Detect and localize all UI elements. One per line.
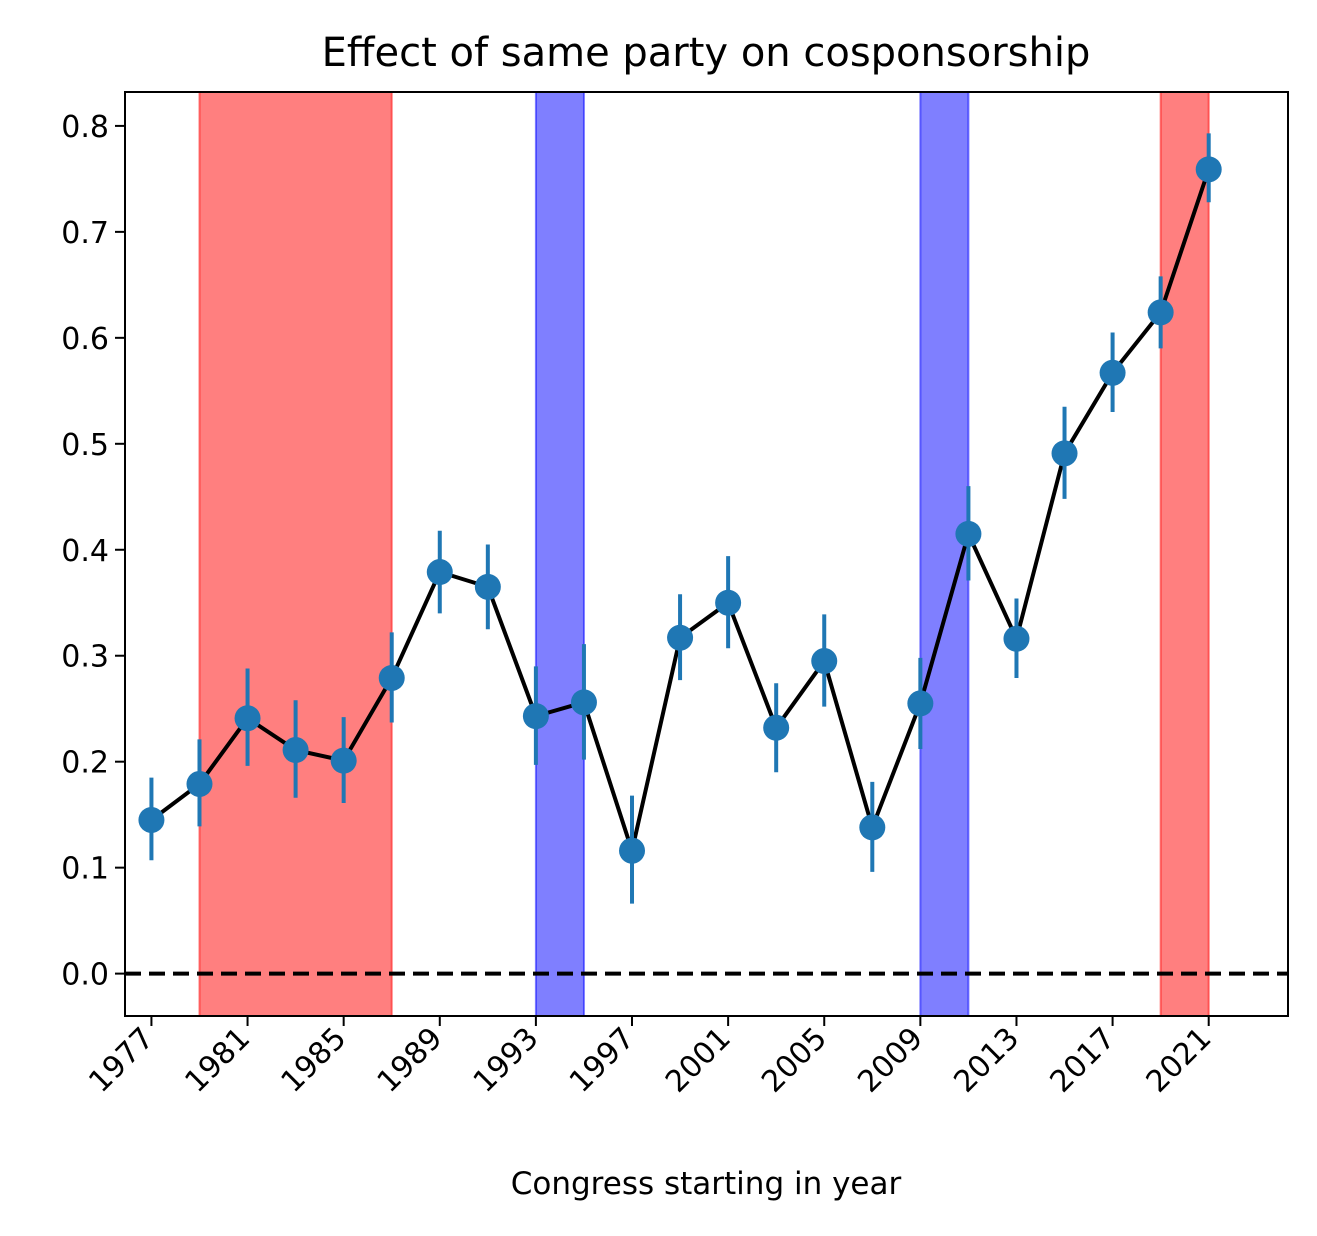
y-tick-label-0.1: 0.1: [61, 852, 109, 887]
shaded-bands: [198, 91, 1210, 1017]
data-series: [138, 133, 1222, 904]
x-tick-label-2001: 2001: [659, 1021, 738, 1100]
data-point-1999: [667, 624, 694, 651]
x-tick-label-2021: 2021: [1140, 1021, 1219, 1100]
y-axis: 0.0 0.1 0.2 0.3 0.4 0.5 0.6 0.7 0.8: [61, 110, 125, 993]
data-point-1979: [186, 770, 213, 797]
x-tick-label-2005: 2005: [755, 1021, 834, 1100]
data-point-2021: [1195, 156, 1222, 183]
data-point-1991: [474, 573, 501, 600]
data-point-2001: [715, 589, 742, 616]
data-point-2009: [907, 690, 934, 717]
data-point-1981: [234, 705, 261, 732]
x-tick-label-1993: 1993: [467, 1021, 546, 1100]
data-point-1989: [426, 559, 453, 586]
x-tick-label-1997: 1997: [563, 1021, 642, 1100]
x-axis: 1977 1981 1985 1989 1993 1997 2001 2005 2009 2013…: [82, 1016, 1218, 1100]
data-point-2003: [763, 714, 790, 741]
data-point-2005: [811, 648, 838, 675]
y-tick-label-0.7: 0.7: [61, 216, 109, 251]
band-0: [198, 91, 393, 1017]
y-tick-label-0: 0.0: [61, 958, 109, 993]
y-tick-label-0.5: 0.5: [61, 428, 109, 463]
x-tick-label-1985: 1985: [275, 1021, 354, 1100]
x-tick-label-1977: 1977: [82, 1021, 161, 1100]
band-1: [534, 91, 585, 1017]
data-point-2019: [1147, 299, 1174, 326]
x-tick-label-2009: 2009: [851, 1021, 930, 1100]
x-tick-label-2013: 2013: [947, 1021, 1026, 1100]
x-tick-label-2017: 2017: [1044, 1021, 1123, 1100]
data-point-1997: [619, 837, 646, 864]
data-point-1983: [282, 737, 309, 764]
chart-title: Effect of same party on cosponsorship: [322, 30, 1091, 76]
data-point-1987: [378, 664, 405, 691]
data-point-2015: [1051, 440, 1078, 467]
x-tick-label-1989: 1989: [371, 1021, 450, 1100]
data-point-2007: [859, 814, 886, 841]
data-point-2011: [955, 520, 982, 547]
data-point-1985: [330, 747, 357, 774]
y-tick-label-0.6: 0.6: [61, 322, 109, 357]
data-point-2017: [1099, 359, 1126, 386]
x-tick-label-1981: 1981: [178, 1021, 257, 1100]
band-2: [919, 91, 970, 1017]
band-3: [1159, 91, 1210, 1017]
y-tick-label-0.3: 0.3: [61, 640, 109, 675]
y-tick-label-0.4: 0.4: [61, 534, 109, 569]
x-axis-label: Congress starting in year: [511, 1166, 902, 1202]
y-tick-label-0.2: 0.2: [61, 746, 109, 781]
data-point-1995: [570, 689, 597, 716]
data-point-1977: [138, 806, 165, 833]
data-point-2013: [1003, 625, 1030, 652]
plot-frame: [124, 91, 1289, 1017]
data-point-1993: [522, 703, 549, 730]
y-tick-label-0.8: 0.8: [61, 110, 109, 145]
